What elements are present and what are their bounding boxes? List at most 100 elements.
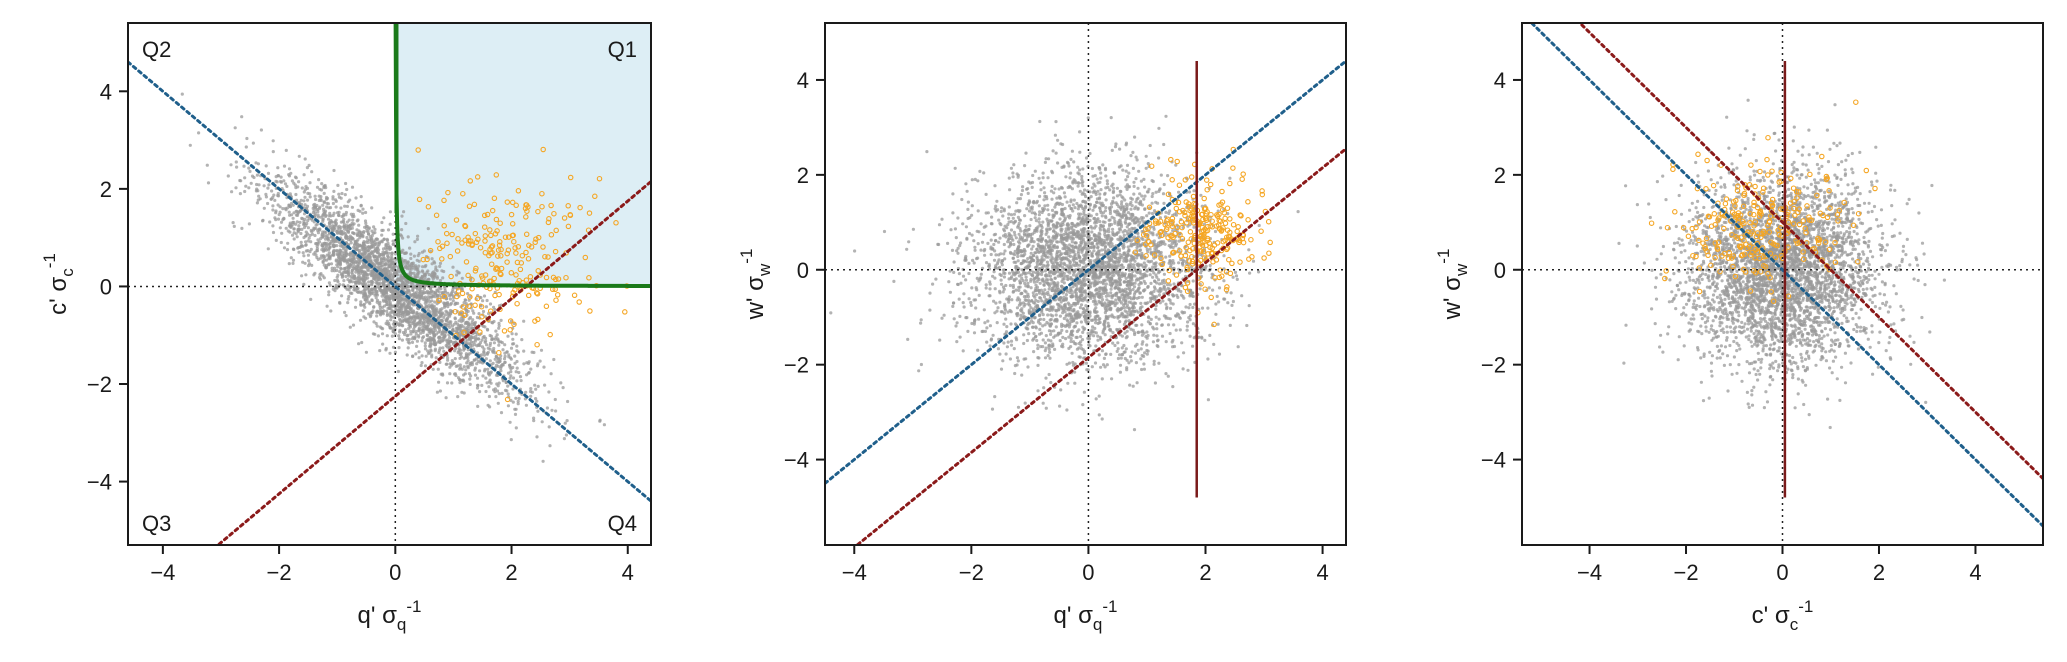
grey-point [1047,287,1051,291]
grey-point [315,244,319,248]
grey-point [433,290,437,294]
grey-point [962,305,966,309]
grey-point [487,394,491,399]
orange-point [563,274,569,281]
grey-point [1035,338,1039,343]
y-tick-label: 4 [100,79,112,104]
grey-point [306,226,310,230]
grey-point [1164,114,1168,118]
grey-point [243,176,247,180]
grey-point [418,291,422,295]
grey-point [379,312,383,316]
grey-point [520,338,524,342]
orange-point [513,202,519,209]
orange-point [478,303,485,310]
grey-point [338,253,342,257]
orange-point [586,210,593,216]
grey-point [418,312,422,316]
grey-point [266,201,270,206]
grey-point [343,204,347,208]
grey-point [1037,176,1041,180]
grey-point [1070,221,1074,226]
grey-point [401,282,405,286]
grey-point [1174,328,1178,332]
grey-point [302,199,306,203]
grey-point [1097,413,1101,417]
grey-point [434,341,438,345]
grey-point [270,189,274,193]
grey-point [501,379,505,383]
grey-point [1129,355,1133,359]
grey-point [1066,381,1070,385]
grey-point [327,251,331,255]
grey-point [1095,212,1099,216]
grey-point [517,370,521,375]
grey-point [529,367,533,371]
grey-point [282,179,286,183]
grey-point [350,274,354,278]
grey-point [429,249,433,253]
orange-point [511,238,517,245]
grey-point [967,297,971,301]
grey-point [475,362,479,366]
grey-point [435,269,439,273]
grey-point [1076,165,1080,169]
orange-point [545,219,552,226]
orange-point [495,247,502,253]
grey-point [1129,200,1133,205]
grey-point [454,346,458,350]
grey-point [238,192,242,196]
grey-point [329,239,333,243]
grey-point [180,92,184,96]
grey-point [358,318,363,322]
grey-point [493,357,497,361]
grey-point [1180,341,1184,345]
grey-point [1131,287,1135,292]
grey-point [385,237,389,241]
grey-point [411,282,415,286]
grey-point [433,328,438,333]
grey-point [397,334,401,338]
grey-point [1001,214,1005,218]
grey-point [1162,182,1166,187]
orange-point [535,234,542,241]
grey-point [310,232,314,236]
grey-point [431,338,436,342]
grey-point [307,262,312,266]
grey-point [373,289,377,294]
grey-point [370,234,374,238]
grey-point [390,257,394,261]
grey-point [561,386,565,390]
grey-point [376,277,380,281]
grey-point [272,193,276,197]
grey-point [357,281,361,286]
grey-point [488,302,493,306]
grey-point [363,247,367,251]
grey-point [302,173,306,177]
grey-point [962,292,966,296]
grey-point [492,341,496,345]
orange-point [415,147,421,153]
orange-point [508,270,515,276]
grey-point [1099,188,1103,192]
grey-point [510,342,515,346]
grey-point [357,342,361,346]
grey-point [416,334,421,338]
grey-point [300,274,304,278]
grey-point [1029,286,1033,290]
quadrant-label-q3: Q3 [142,511,171,536]
grey-point [329,254,333,258]
grey-point [338,270,342,274]
grey-point [355,248,359,252]
grey-point [1121,168,1125,172]
grey-point [274,218,278,222]
grey-point [483,367,487,371]
grey-point [444,322,448,327]
grey-point [999,367,1004,371]
grey-point [487,385,491,389]
grey-point [466,342,470,346]
grey-point [1037,220,1041,224]
grey-point [1075,329,1079,334]
grey-point [346,297,350,301]
grey-point [322,209,326,214]
